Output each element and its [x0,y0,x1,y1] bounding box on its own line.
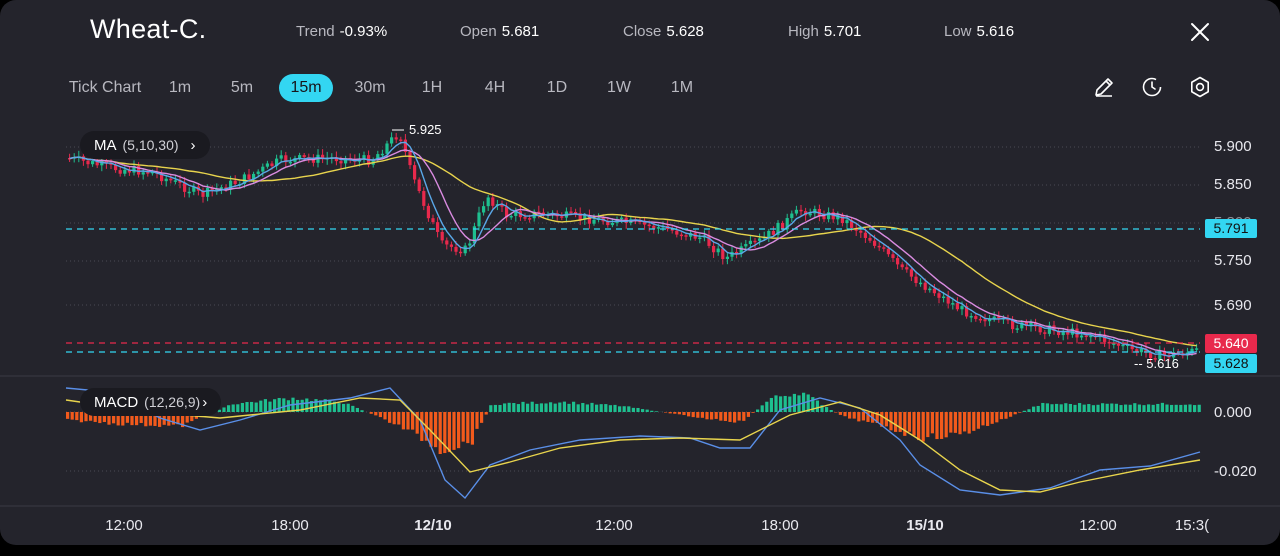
last-price-tag: 5.628 [1205,354,1257,373]
time-axis-label: 12:00 [105,517,143,534]
stat-high-label: High [788,23,819,40]
time-axis-label: 18:00 [761,517,799,534]
tab-1m-month[interactable]: 1M [670,79,694,96]
price-axis-label: 5.900 [1214,138,1252,155]
time-axis-label: 18:00 [271,517,309,534]
instrument-title: Wheat-C. [90,14,207,44]
ma-indicator-params: (5,10,30) [122,137,179,153]
stat-close: Close 5.628 [623,23,704,40]
stat-open: Open 5.681 [460,23,539,40]
tab-15m[interactable]: 15m [279,74,333,102]
macd-dea-line [65,397,1201,493]
tab-1w[interactable]: 1W [607,79,631,96]
time-axis-label: 12:00 [595,517,633,534]
mid-price-tag: 5.640 [1205,334,1257,353]
timeframe-tabs: Tick Chart 1m 5m 15m 30m 1H 4H 1D 1W 1M [0,74,800,104]
stat-low-value: 5.616 [976,23,1015,40]
low-marker-label: -- 5.616 [1134,356,1179,371]
candlesticks [68,132,1199,364]
tab-tick-chart[interactable]: Tick Chart [68,79,142,96]
tab-5m[interactable]: 5m [230,79,254,96]
tab-1m[interactable]: 1m [168,79,192,96]
ma5-line [69,141,1197,357]
stat-close-value: 5.628 [666,23,704,40]
tab-1d[interactable]: 1D [546,79,568,96]
stat-open-value: 5.681 [501,23,540,40]
history-clock-icon[interactable] [1140,75,1164,99]
time-axis-label: 12:00 [1079,517,1117,534]
chevron-right-icon: › [190,137,196,154]
time-axis-label: 15/10 [906,517,944,534]
chevron-right-icon: › [202,394,208,411]
current-price-tag: 5.791 [1205,219,1257,238]
ma-indicator-button[interactable]: MA (5,10,30) › [80,131,210,159]
tab-4h[interactable]: 4H [484,79,506,96]
close-icon[interactable] [1186,18,1214,46]
price-axis-label: 5.690 [1214,297,1252,314]
stat-trend: Trend -0.93% [296,23,387,40]
stat-low-label: Low [944,23,972,40]
stat-open-label: Open [460,23,497,40]
draw-pencil-icon[interactable] [1092,75,1116,99]
macd-dif-line [65,387,1201,500]
macd-indicator-button[interactable]: MACD (12,26,9) › [80,388,222,416]
ma-indicator-name: MA [94,137,117,154]
stat-low: Low 5.616 [944,23,1014,40]
macd-indicator-params: (12,26,9) [144,394,201,410]
macd-histogram [66,392,1201,455]
price-axis-label: 5.850 [1214,176,1252,193]
macd-axis-label: 0.000 [1214,404,1252,421]
high-marker-label: 5.925 [409,122,442,137]
settings-gear-icon[interactable] [1188,75,1212,99]
stat-trend-label: Trend [296,23,335,40]
macd-axis-label: -0.020 [1214,463,1257,480]
time-axis-label: 15:3( [1174,517,1210,534]
ma30-line [69,155,1197,347]
price-axis-label: 5.750 [1214,252,1252,269]
time-axis-label: 12/10 [414,517,452,534]
macd-indicator-name: MACD [94,394,139,411]
tab-30m[interactable]: 30m [354,79,386,96]
stat-high-value: 5.701 [823,23,862,40]
stat-trend-value: -0.93% [339,23,388,40]
stat-close-label: Close [623,23,662,40]
grid-lines [66,146,1200,472]
tab-1h[interactable]: 1H [421,79,443,96]
stat-high: High 5.701 [788,23,861,40]
